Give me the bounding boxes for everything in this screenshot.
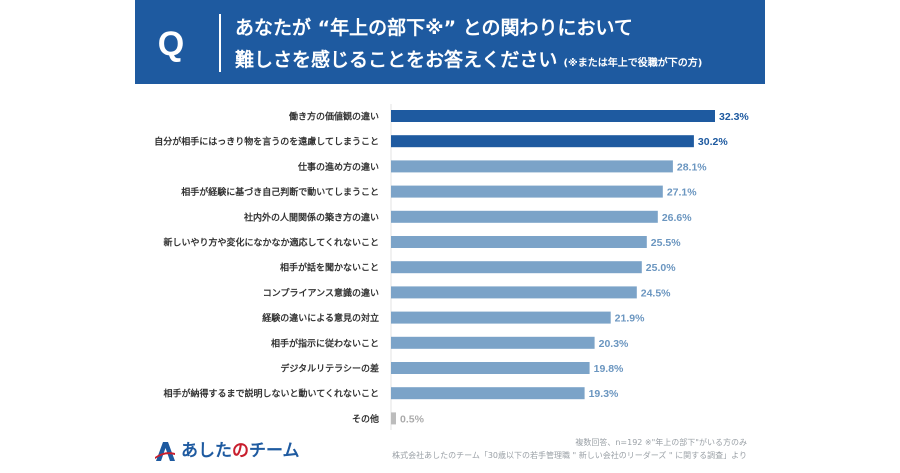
bar [391,412,396,425]
logo-text-tail: チーム [249,441,300,460]
bar [391,110,715,122]
category-label: 新しいやり方や変化になかなか適応してくれないこと [164,237,379,249]
value-label: 24.5% [641,287,671,299]
question-header: Q あなたが “年上の部下※” との関わりにおいて 難しさを感じることをお答えく… [135,0,765,84]
bar [391,185,663,198]
category-label: 自分が相手にはっきり物を言うのを遠慮してしまうこと [154,136,379,148]
category-label: 仕事の進め方の違い [297,161,379,173]
category-label: 相手が指示に従わないこと [271,337,379,349]
bar [391,387,585,400]
category-label: 相手が納得するまで説明しないと動いてくれないこと [164,388,379,400]
bar [391,210,658,223]
bar [391,236,647,248]
bar [391,311,611,324]
value-label: 26.6% [662,212,692,224]
value-label: 0.5% [400,413,425,425]
category-label: 経験の違いによる意見の対立 [262,312,379,324]
logo-mark-icon [155,442,175,461]
category-label: 社内外の人間関係の築き方の違い [243,211,379,223]
category-label: デジタルリテラシーの差 [280,363,379,375]
bar [391,261,642,274]
value-label: 19.8% [594,363,624,375]
category-label: その他 [352,413,379,425]
q-badge: Q [157,25,185,63]
question-title-note: (※または年上で役職が下の方) [563,58,703,69]
question-title-line2: 難しさを感じることをお答えください (※または年上で役職が下の方) [235,48,760,76]
value-label: 20.3% [599,338,629,350]
source-notes: 複数回答、n=192 ※"年上の部下"がいる方のみ 株式会社あしたのチーム「30… [392,436,747,462]
value-label: 32.3% [719,111,749,123]
bar [391,336,595,349]
value-label: 27.1% [667,187,697,199]
category-label: 相手が話を聞かないこと [280,262,379,274]
bar-chart: 働き方の価値観の違い 32.3% 自分が相手にはっきり物を言うのを遠慮してしまうこと… [135,84,765,430]
category-label: 相手が経験に基づき自己判断で動いてしまうこと [181,186,379,198]
logo-text-main: あした [181,441,232,460]
bar [391,286,637,299]
value-label: 19.3% [589,388,619,400]
question-title-line2-text: 難しさを感じることをお答えください [235,49,558,71]
header-divider [219,14,221,72]
value-label: 21.9% [615,313,645,325]
bar [391,135,694,148]
logo-text: あしたのチーム [181,439,300,463]
category-label: 働き方の価値観の違い [288,111,379,123]
survey-card: Q あなたが “年上の部下※” との関わりにおいて 難しさを感じることをお答えく… [135,0,765,473]
value-label: 30.2% [698,136,728,148]
bar [391,362,590,374]
company-logo: あしたのチーム [153,437,300,465]
sample-note: 複数回答、n=192 ※"年上の部下"がいる方のみ [575,438,747,447]
bar [391,160,673,173]
bar-chart-svg: 働き方の価値観の違い 32.3% 自分が相手にはっきり物を言うのを遠慮してしまうこと… [154,104,749,430]
source-note: 株式会社あしたのチーム「30歳以下の若手管理職 " 新しい会社のリーダーズ " … [392,451,747,460]
value-label: 28.1% [677,161,707,173]
value-label: 25.5% [651,237,681,249]
value-label: 25.0% [646,262,676,274]
question-title-line1: あなたが “年上の部下※” との関わりにおいて [235,17,633,39]
category-label: コンプライアンス意識の違い [263,287,379,299]
logo-text-no: の [232,441,249,460]
